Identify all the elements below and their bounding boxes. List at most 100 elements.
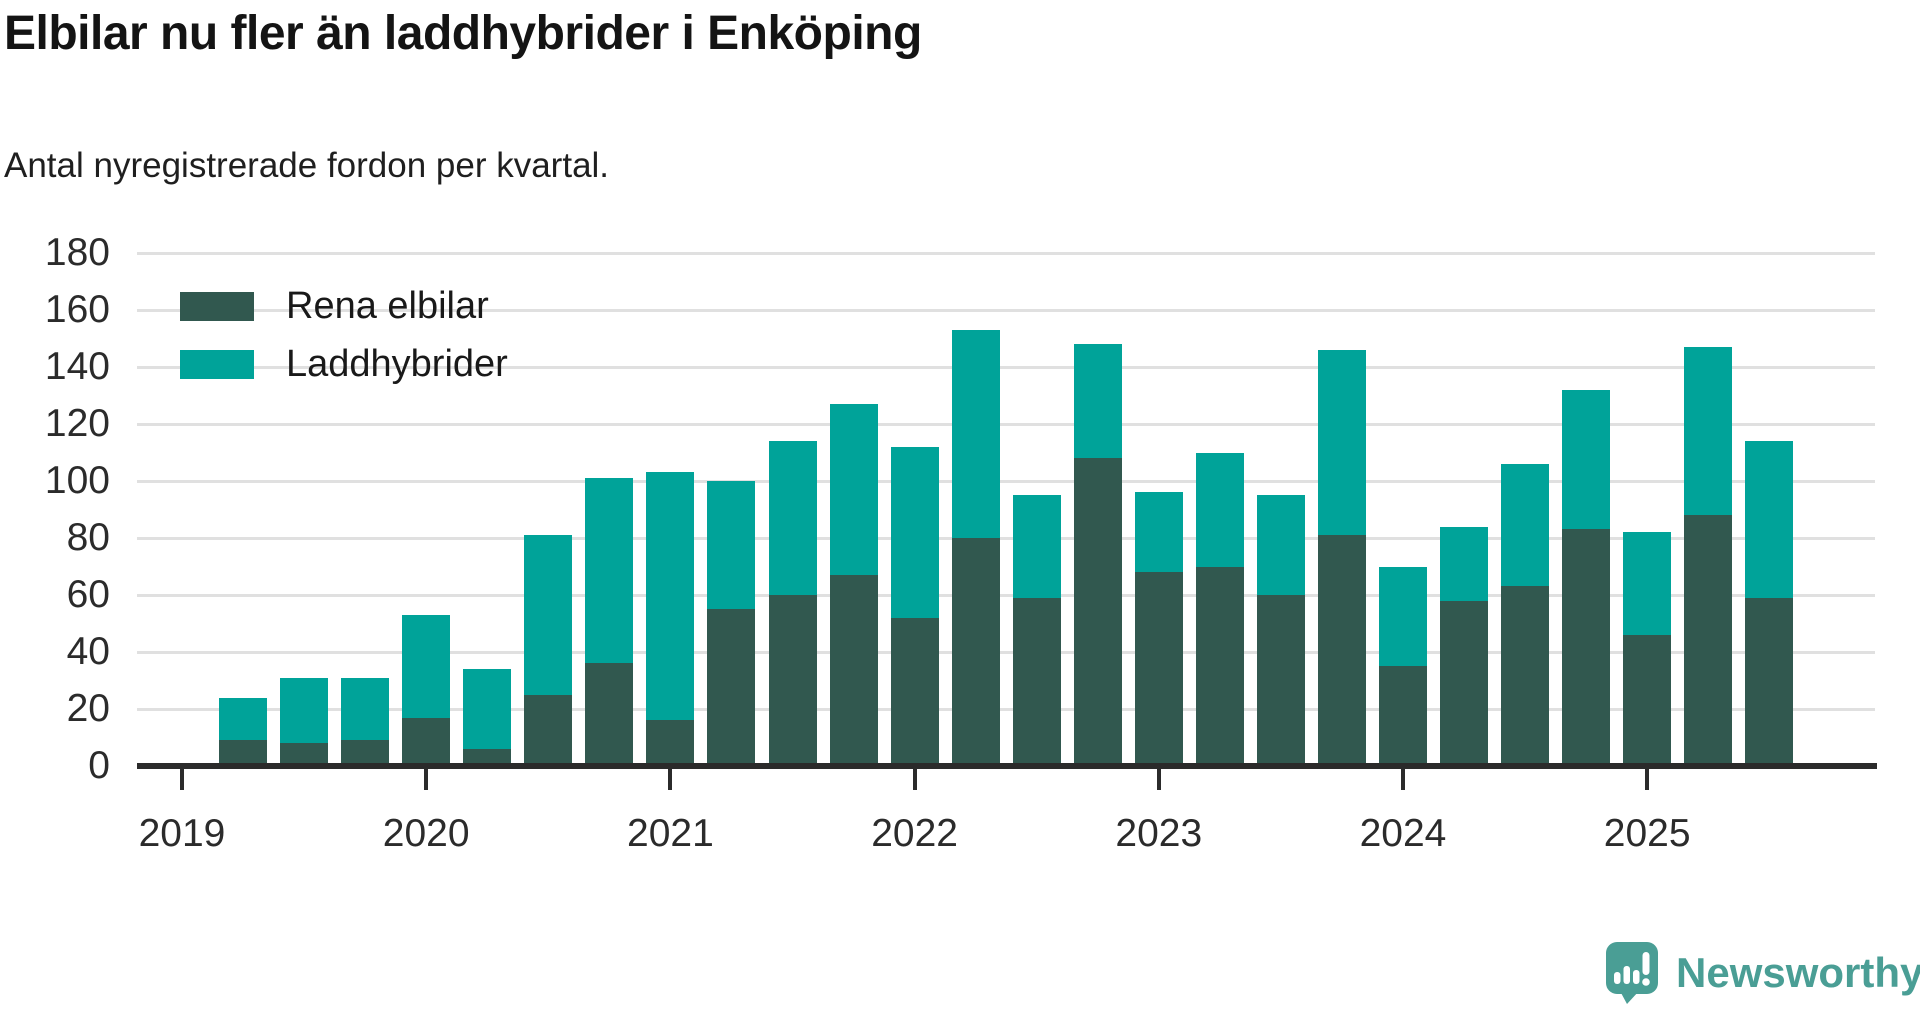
bar-segment-elbilar (280, 743, 329, 766)
bar-2019-q4 (341, 677, 390, 766)
bar-segment-laddhybrider (1134, 492, 1183, 573)
legend-swatch-elbilar (180, 292, 254, 321)
bar-2025-q1 (1623, 532, 1672, 766)
legend: Rena elbilar Laddhybrider (180, 285, 508, 408)
bar-2022-q4 (1073, 344, 1122, 766)
bar-segment-elbilar (524, 694, 573, 766)
bar-segment-laddhybrider (219, 697, 268, 741)
y-axis-label-160: 160 (44, 288, 110, 331)
x-axis-label-2023: 2023 (1115, 812, 1203, 855)
legend-item-laddhybrider: Laddhybrider (180, 343, 508, 385)
x-axis-label-2019: 2019 (138, 812, 226, 855)
gridline-40 (137, 651, 1875, 654)
gridline-120 (137, 423, 1875, 426)
bar-2021-q1 (646, 472, 695, 766)
newsworthy-logo[interactable]: Newsworthy (1606, 942, 1920, 1004)
y-axis-label-100: 100 (44, 459, 110, 502)
bar-segment-laddhybrider (585, 478, 634, 664)
bar-2019-q2 (219, 697, 268, 766)
bar-segment-laddhybrider (341, 677, 390, 741)
bar-2024-q2 (1440, 526, 1489, 766)
year-tick-2021 (668, 769, 673, 790)
bar-segment-elbilar (1134, 572, 1183, 766)
bar-segment-elbilar (890, 617, 939, 766)
bar-segment-elbilar (1562, 529, 1611, 766)
bar-2020-q2 (463, 669, 512, 766)
bar-segment-elbilar (646, 720, 695, 766)
x-axis-label-2022: 2022 (871, 812, 958, 855)
bar-2022-q3 (1012, 495, 1061, 766)
year-tick-2019 (180, 769, 184, 790)
bar-segment-laddhybrider (1195, 452, 1244, 567)
year-tick-2020 (424, 769, 429, 790)
year-tick-2024 (1401, 769, 1405, 790)
bar-2022-q2 (951, 329, 1000, 766)
bar-2021-q4 (829, 404, 878, 766)
y-axis-label-20: 20 (66, 687, 110, 730)
bar-2021-q3 (768, 441, 817, 766)
plot-area (137, 252, 1875, 766)
bar-2022-q1 (890, 446, 939, 766)
bar-2024-q3 (1501, 463, 1550, 766)
bar-segment-elbilar (1379, 666, 1427, 766)
legend-item-elbilar: Rena elbilar (180, 285, 508, 327)
page-title: Elbilar nu fler än laddhybrider i Enköpi… (4, 7, 922, 60)
gridline-20 (137, 708, 1875, 711)
x-axis-label-2025: 2025 (1603, 812, 1691, 855)
bar-segment-elbilar (585, 663, 634, 766)
bar-segment-elbilar (341, 740, 390, 766)
y-axis-label-40: 40 (66, 630, 110, 673)
bar-segment-laddhybrider (1501, 463, 1550, 587)
y-axis-label-180: 180 (44, 231, 110, 274)
bar-segment-laddhybrider (280, 677, 329, 744)
bar-segment-laddhybrider (1745, 441, 1794, 598)
bar-segment-laddhybrider (1012, 495, 1061, 598)
bar-segment-elbilar (1317, 535, 1366, 766)
bar-2025-q3 (1745, 441, 1794, 766)
bar-segment-elbilar (829, 575, 878, 766)
bar-segment-laddhybrider (1684, 347, 1733, 516)
bar-segment-elbilar (1623, 634, 1672, 766)
gridline-140 (137, 366, 1875, 369)
bar-segment-laddhybrider (890, 446, 939, 618)
bar-2021-q2 (707, 481, 756, 766)
legend-swatch-laddhybrider (180, 350, 254, 379)
bar-2020-q1 (402, 614, 451, 766)
bar-segment-laddhybrider (463, 669, 512, 749)
bar-segment-elbilar (1440, 600, 1489, 766)
bar-segment-laddhybrider (1623, 532, 1672, 635)
bar-2023-q2 (1195, 452, 1244, 766)
bar-2024-q1 (1379, 566, 1427, 766)
bar-segment-elbilar (1501, 586, 1550, 766)
x-axis-label-2021: 2021 (627, 812, 714, 855)
bar-segment-elbilar (219, 740, 268, 766)
gridline-160 (137, 309, 1875, 312)
y-axis-label-60: 60 (66, 573, 110, 616)
bar-segment-laddhybrider (951, 329, 1000, 538)
year-tick-2025 (1645, 769, 1650, 790)
bar-segment-elbilar (402, 717, 451, 766)
bar-segment-laddhybrider (829, 404, 878, 576)
y-axis-label-80: 80 (66, 516, 110, 559)
gridline-80 (137, 537, 1875, 540)
x-axis-label-2020: 2020 (382, 812, 470, 855)
chart-subtitle: Antal nyregistrerade fordon per kvartal. (4, 146, 610, 185)
gridline-100 (137, 480, 1875, 483)
bar-2025-q2 (1684, 347, 1733, 766)
bar-segment-laddhybrider (1440, 526, 1489, 601)
bar-segment-elbilar (1073, 458, 1122, 766)
bar-segment-elbilar (1684, 515, 1733, 766)
bar-segment-laddhybrider (1256, 495, 1305, 595)
bar-segment-elbilar (1195, 566, 1244, 766)
bar-segment-elbilar (463, 748, 512, 766)
bar-segment-laddhybrider (1562, 389, 1611, 530)
legend-label-laddhybrider: Laddhybrider (286, 343, 508, 385)
bar-segment-elbilar (1745, 597, 1794, 766)
bar-segment-laddhybrider (768, 441, 817, 595)
bar-2024-q4 (1562, 389, 1611, 766)
bar-segment-laddhybrider (1379, 566, 1427, 667)
y-axis-label-140: 140 (44, 345, 110, 388)
bar-segment-laddhybrider (1073, 344, 1122, 459)
y-axis-label-0: 0 (88, 744, 110, 787)
